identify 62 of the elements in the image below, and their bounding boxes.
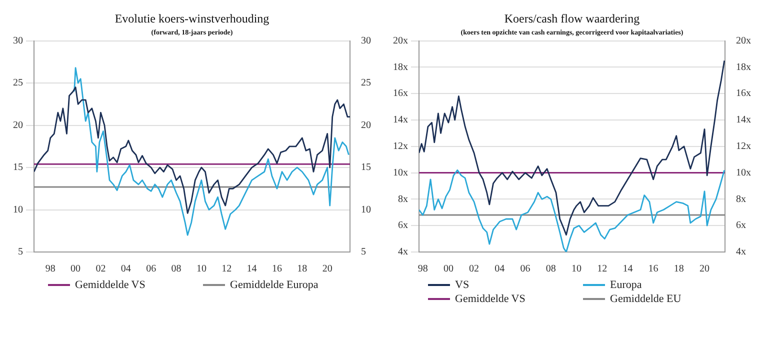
y-tick-label: 15	[13, 162, 23, 174]
y-tick-label: 8x	[398, 194, 408, 205]
y2-tick-label: 4x	[736, 246, 746, 258]
x-tick-label: 98	[45, 264, 56, 275]
y-tick-label: 18x	[393, 62, 408, 73]
chart-title: Evolutie koers-winstverhouding	[114, 11, 270, 26]
x-tick-label: 20	[322, 264, 332, 275]
x-tick-label: 04	[120, 264, 131, 275]
x-tick-label: 02	[96, 264, 106, 275]
x-tick-label: 16	[272, 264, 282, 275]
y2-tick-label: 25	[361, 78, 371, 89]
x-tick-label: 20	[700, 264, 710, 275]
y2-tick-label: 20x	[736, 35, 751, 46]
y-tick-label: 14x	[393, 114, 408, 126]
x-tick-label: 08	[546, 264, 556, 275]
x-tick-label: 10	[196, 264, 206, 275]
x-tick-label: 10	[571, 264, 582, 275]
y-tick-label: 30	[13, 35, 23, 46]
y2-tick-label: 5	[361, 246, 366, 258]
legend-label: Gemiddelde EU	[610, 293, 682, 305]
y2-tick-label: 8x	[736, 194, 746, 205]
x-tick-label: 00	[443, 264, 454, 275]
legend-label: Gemiddelde VS	[75, 279, 146, 291]
legend-label: VS	[455, 279, 470, 291]
x-tick-label: 06	[146, 264, 156, 275]
chart-title: Koers/cash flow waardering	[504, 11, 640, 26]
x-tick-label: 12	[597, 264, 608, 275]
y-tick-label: 10	[13, 204, 23, 216]
y2-tick-label: 12x	[736, 141, 751, 152]
x-tick-label: 16	[648, 264, 658, 275]
x-tick-label: 00	[70, 264, 81, 275]
y2-tick-label: 16x	[736, 88, 751, 100]
y-tick-label: 16x	[393, 88, 408, 100]
x-tick-label: 02	[469, 264, 480, 275]
y2-tick-label: 6x	[736, 220, 746, 232]
legend-label: Gemiddelde Europa	[230, 279, 318, 291]
y-tick-label: 12x	[393, 141, 408, 152]
legend-label: Gemiddelde VS	[455, 293, 526, 305]
y-tick-label: 20	[13, 120, 23, 131]
x-tick-label: 98	[418, 264, 428, 275]
y2-tick-label: 10	[361, 204, 371, 216]
y2-tick-label: 10x	[736, 167, 751, 178]
y2-tick-label: 20	[361, 120, 371, 131]
y-tick-label: 25	[13, 78, 23, 89]
y-tick-label: 20x	[393, 35, 408, 46]
y2-tick-label: 14x	[736, 114, 751, 126]
y2-tick-label: 30	[361, 35, 371, 46]
x-tick-label: 14	[246, 264, 257, 275]
x-tick-label: 14	[622, 264, 633, 275]
x-tick-label: 04	[494, 264, 505, 275]
x-tick-label: 18	[297, 264, 308, 275]
y-tick-label: 10x	[393, 167, 408, 178]
y-tick-label: 5	[18, 246, 23, 258]
x-tick-label: 06	[520, 264, 530, 275]
x-tick-label: 08	[171, 264, 182, 275]
y-tick-label: 4x	[398, 246, 408, 258]
x-tick-label: 18	[674, 264, 684, 275]
y-tick-label: 6x	[398, 220, 408, 232]
y2-tick-label: 18x	[736, 62, 751, 73]
legend-label: Europa	[610, 279, 642, 291]
x-tick-label: 12	[222, 264, 232, 275]
y2-tick-label: 15	[361, 162, 371, 174]
